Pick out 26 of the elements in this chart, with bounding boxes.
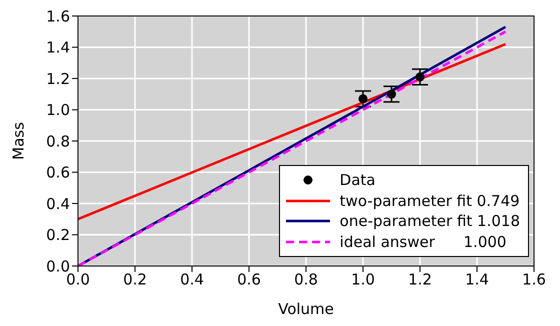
point [386,90,396,99]
x-tick-label: 0.8 [294,270,318,289]
x-tick-label: 1.4 [465,270,489,289]
legend-label: ideal answer 1.000 [340,232,506,252]
x-tick-label: 0.2 [123,270,147,289]
x-tick-label: 1.6 [522,270,546,289]
y-tick-label: 1.4 [46,38,70,57]
y-tick-label: 1.6 [46,7,70,26]
y-tick-label: 0.8 [46,132,70,150]
x-tick-label: 0.4 [180,270,204,289]
y-axis-title: Mass [9,122,28,160]
legend-label: one-parameter fit 1.018 [340,211,520,232]
point [415,72,425,82]
x-tick-label: 0.6 [237,270,261,289]
y-tick-label: 0.4 [46,194,70,213]
y-tick-label: 0.2 [46,226,70,244]
y-tick-label: 1.2 [46,70,70,88]
x-axis-title: Volume [278,300,334,318]
y-tick-label: 0.6 [46,164,70,182]
legend-label: two-parameter fit 0.749 [340,190,520,211]
legend-label: Data [340,170,376,190]
point [358,94,368,104]
y-tick-label: 1.0 [46,101,70,120]
x-tick-label: 1.2 [408,270,432,289]
x-tick-label: 1.0 [351,270,375,289]
x-tick-label: 0.0 [66,270,90,289]
